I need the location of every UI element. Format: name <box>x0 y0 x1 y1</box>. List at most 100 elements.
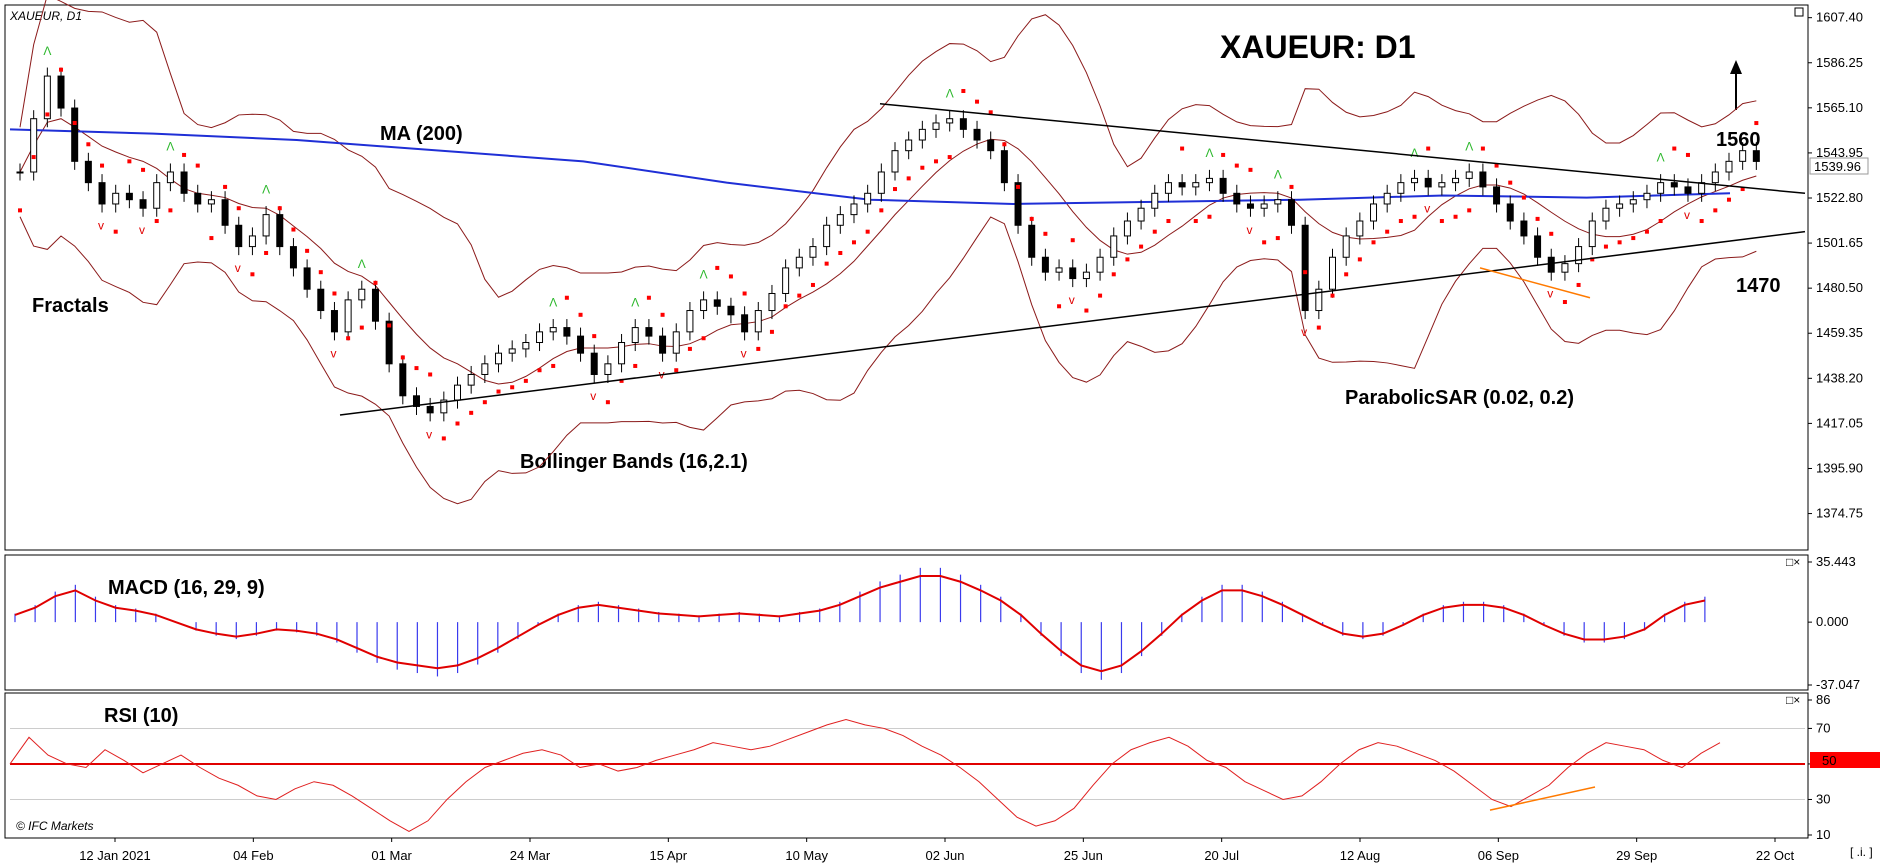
candle-body <box>1041 256 1049 273</box>
sar-dot <box>701 336 706 341</box>
candle-body <box>1547 256 1555 273</box>
candle-body <box>672 331 680 354</box>
candle-body <box>864 192 872 205</box>
candle-body <box>371 288 379 322</box>
candle-body <box>1069 267 1077 280</box>
sar-dot <box>264 250 269 255</box>
panel-max-icon[interactable] <box>1794 7 1804 17</box>
candle-body <box>1725 160 1733 173</box>
sar-dot <box>1590 257 1595 262</box>
sar-dot <box>838 250 843 255</box>
fractal-down-icon: v <box>139 223 145 237</box>
sar-dot <box>1535 216 1540 221</box>
macd-close-icon[interactable]: □× <box>1786 555 1800 569</box>
fractal-down-icon: v <box>590 389 596 403</box>
candle-body <box>454 384 461 401</box>
sar-dot <box>865 229 870 234</box>
rsi-level: 50 <box>1822 753 1836 768</box>
candle-body <box>1287 199 1295 226</box>
candle-body <box>1370 203 1378 222</box>
candle-body <box>1670 182 1678 188</box>
candle-body <box>426 405 434 414</box>
sar-dot <box>1603 244 1608 249</box>
rsi-close-icon[interactable]: □× <box>1786 693 1800 707</box>
fractal-down-icon: v <box>235 261 241 275</box>
candle-body <box>1164 182 1172 194</box>
sar-dot <box>961 88 966 93</box>
sar-dot <box>851 240 856 245</box>
candle-body <box>522 342 530 350</box>
fractal-down-icon: v <box>330 346 336 360</box>
sar-dot <box>756 346 761 351</box>
bollinger-lower <box>19 216 1757 505</box>
candle-body <box>946 118 954 124</box>
candle-body <box>1274 199 1282 205</box>
sar-dot <box>1699 219 1704 224</box>
candle-body <box>645 327 653 337</box>
sar-dot <box>400 355 405 360</box>
y-tick-label: 1438.20 <box>1816 370 1863 385</box>
candle-body <box>358 288 366 301</box>
candle-body <box>1452 177 1460 184</box>
candle-body <box>207 199 215 205</box>
sar-dot <box>1576 282 1581 287</box>
candle-body <box>194 192 202 205</box>
y-tick-label: 1522.80 <box>1816 190 1863 205</box>
x-tick-label: 24 Mar <box>510 848 551 863</box>
candle-body <box>235 224 243 248</box>
sar-dot <box>1084 308 1089 313</box>
fractal-up-icon: Λ <box>700 268 708 282</box>
candle-body <box>754 310 762 333</box>
sar-dot <box>45 112 50 117</box>
sar-dot <box>797 293 802 298</box>
y-tick-label: 10 <box>1816 827 1830 842</box>
sar-dot <box>387 323 392 328</box>
sar-dot <box>1453 214 1458 219</box>
candle-body <box>618 342 626 365</box>
sar-dot <box>810 282 815 287</box>
sar-dot <box>1644 229 1649 234</box>
parabolic-sar <box>18 67 1759 441</box>
sar-dot <box>59 67 64 72</box>
fractal-up-icon: Λ <box>358 257 366 271</box>
candle-body <box>1493 186 1501 205</box>
sar-dot <box>1070 238 1075 243</box>
y-tick-label: 1543.95 <box>1816 145 1863 160</box>
x-axis: 12 Jan 2021 04 Feb 01 Mar 24 Mar 15 Apr 10 Ma… <box>79 838 1795 863</box>
candle-body <box>987 139 995 152</box>
y-tick-label: 86 <box>1816 692 1830 707</box>
candle-body <box>1246 203 1254 209</box>
sar-dot <box>1344 272 1349 277</box>
candle-body <box>973 128 981 141</box>
sar-dot <box>332 291 337 296</box>
fractal-up-icon: Λ <box>1205 146 1213 160</box>
candle-body <box>768 292 776 312</box>
sar-dot <box>578 312 583 317</box>
fractals-label: Fractals <box>32 295 109 317</box>
corner-button[interactable]: [ .i. ] <box>1850 845 1873 859</box>
fractal-up-icon: Λ <box>43 44 51 58</box>
sar-dot <box>72 120 77 125</box>
sar-dot <box>592 334 597 339</box>
sar-dot <box>1111 272 1116 277</box>
candle-body <box>43 75 51 120</box>
candle-body <box>713 299 721 307</box>
sar-dot <box>482 400 487 405</box>
x-tick-label: 25 Jun <box>1064 848 1103 863</box>
sar-dot <box>1371 240 1376 245</box>
sar-dot <box>1043 231 1048 236</box>
sar-dot <box>1316 325 1321 330</box>
candle-body <box>590 352 598 375</box>
sar-dot <box>523 378 528 383</box>
sar-dot <box>469 410 474 415</box>
support-trendline <box>339 230 1806 416</box>
x-tick-label: 12 Jan 2021 <box>79 848 151 863</box>
main-panel <box>4 4 1809 551</box>
fractal-up-icon: Λ <box>166 140 174 154</box>
sar-dot <box>783 304 788 309</box>
candle-body <box>686 310 694 333</box>
candle-body <box>1575 246 1583 265</box>
candle-body <box>1684 186 1692 194</box>
sar-dot <box>619 378 624 383</box>
